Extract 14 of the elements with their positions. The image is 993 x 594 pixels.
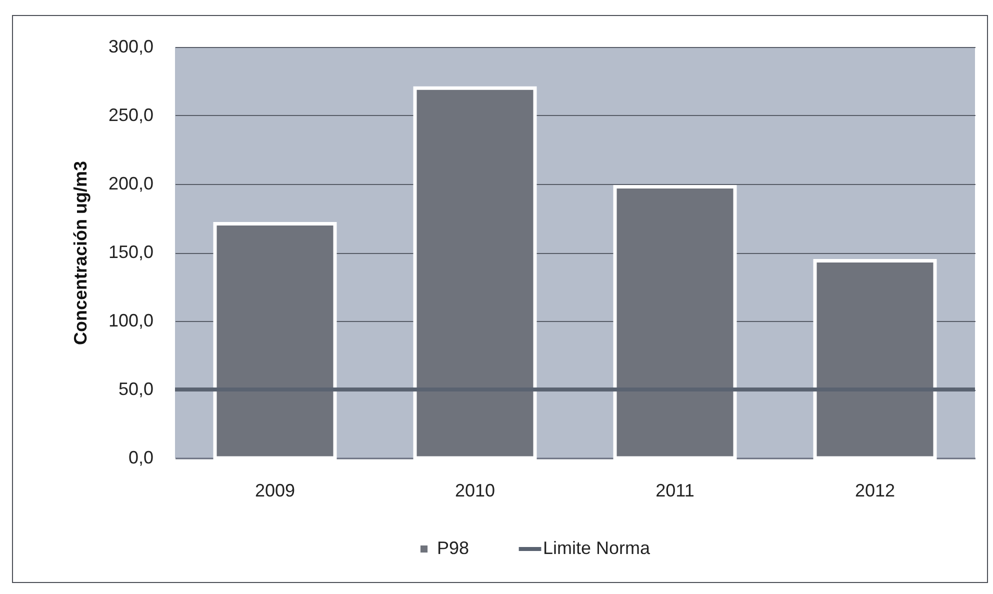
x-tick-label: 2010 — [454, 480, 496, 500]
y-tick-label: 0,0 — [128, 448, 154, 468]
legend-label: Limite Norma — [543, 538, 652, 558]
y-tick-label: 200,0 — [108, 174, 154, 194]
y-tick-label: 50,0 — [118, 379, 154, 399]
y-axis-title: Concentración ug/m3 — [70, 160, 90, 346]
y-tick-label: 100,0 — [108, 310, 154, 330]
x-tick-label: 2011 — [656, 480, 694, 500]
x-tick-label: 2012 — [854, 480, 896, 500]
x-tick-label: 2009 — [254, 480, 296, 500]
legend-label: P98 — [437, 538, 470, 558]
y-tick-label: 150,0 — [108, 242, 154, 262]
y-tick-label: 300,0 — [108, 36, 154, 56]
y-tick-label: 250,0 — [108, 105, 154, 125]
